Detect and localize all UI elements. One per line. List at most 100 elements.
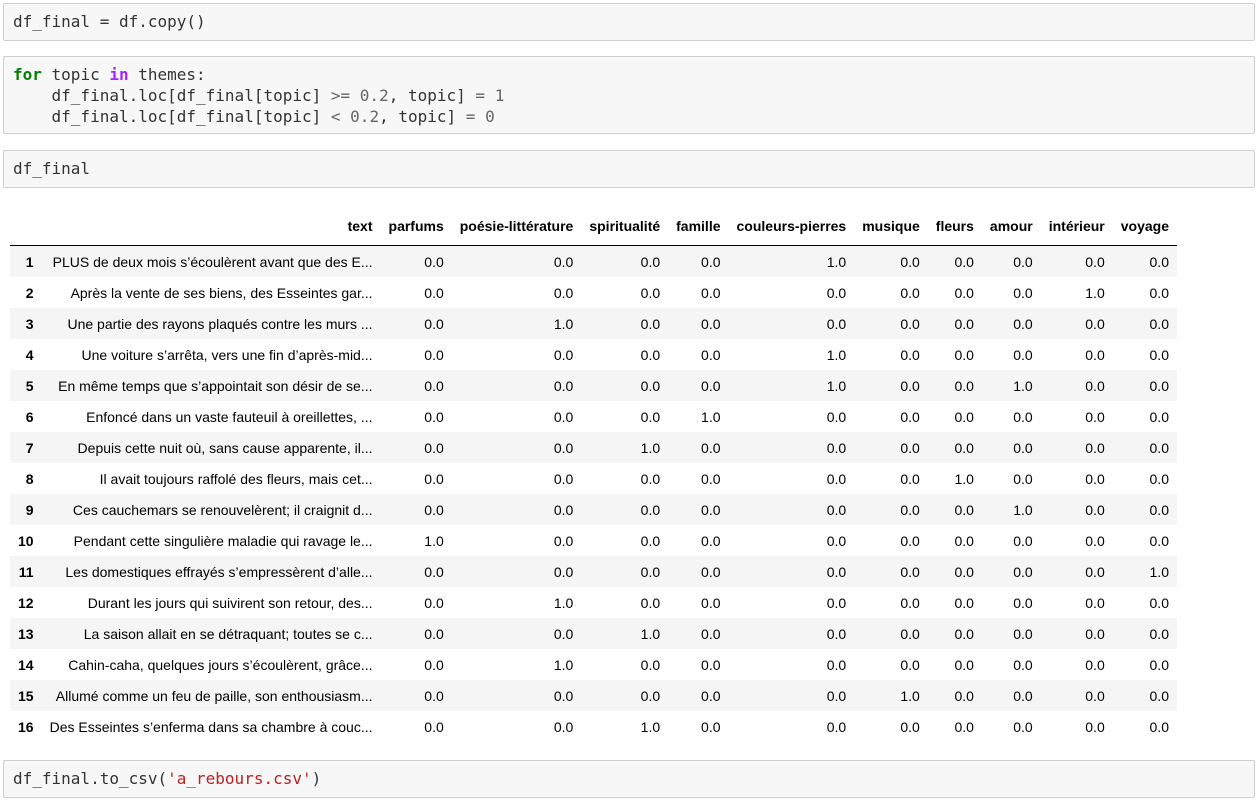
value-cell: 0.0 <box>701 656 721 673</box>
row-index: 10 <box>18 532 34 549</box>
value-cell: 0.0 <box>701 284 721 301</box>
keyword-for: for <box>13 65 42 84</box>
code-cell-loop[interactable]: for topic in themes: df_final.loc[df_fin… <box>3 56 1255 134</box>
value-cell: 0.0 <box>826 625 847 642</box>
code-text: df_final = df.copy() <box>13 12 206 31</box>
operator: = <box>465 107 476 126</box>
value-cell: 0.0 <box>640 563 661 580</box>
value-cell: 0.0 <box>553 563 574 580</box>
value-cell: 0.0 <box>954 377 974 394</box>
row-index: 5 <box>25 377 34 394</box>
value-cell: 0.0 <box>954 253 974 270</box>
value-cell: 0.0 <box>553 625 574 642</box>
row-index: 13 <box>18 625 34 642</box>
value-cell: 1.0 <box>553 656 574 673</box>
text-cell: Depuis cette nuit où, sans cause apparen… <box>77 439 373 456</box>
value-cell: 0.0 <box>1013 718 1033 735</box>
value-cell: 0.0 <box>1085 501 1105 518</box>
value-cell: 0.0 <box>553 532 574 549</box>
text-cell: Ces cauchemars se renouvelèrent; il crai… <box>72 501 373 518</box>
column-header: famille <box>668 206 729 246</box>
value-cell: 0.0 <box>900 563 920 580</box>
value-cell: 0.0 <box>826 687 847 704</box>
value-cell: 0.0 <box>640 532 661 549</box>
code-editor[interactable]: df_final <box>13 158 90 179</box>
value-cell: 0.0 <box>954 315 974 332</box>
code-text: df_final.loc[df_final[topic] <box>13 86 331 105</box>
column-header: intérieur <box>1040 206 1113 246</box>
code-text <box>341 107 351 126</box>
value-cell: 1.0 <box>1085 284 1105 301</box>
table-row: 1 PLUS de deux mois s’écoulèrent avant qu… <box>10 245 1177 277</box>
table-row: 14 Cahin-caha, quelques jours s’écoulèren… <box>10 649 1177 680</box>
code-text: df_final.loc[df_final[topic] <box>13 107 331 126</box>
operator: = <box>475 86 486 105</box>
value-cell: 0.0 <box>954 656 974 673</box>
number-literal: 1 <box>494 86 505 105</box>
value-cell: 0.0 <box>954 687 974 704</box>
table-row: 9 Ces cauchemars se renouvelèrent; il cra… <box>10 494 1177 525</box>
code-text <box>485 86 495 105</box>
table-row: 15 Allumé comme un feu de paille, son ent… <box>10 680 1177 711</box>
code-text <box>350 86 360 105</box>
value-cell: 0.0 <box>1149 687 1169 704</box>
value-cell: 0.0 <box>1085 346 1105 363</box>
code-editor[interactable]: df_final = df.copy() <box>13 11 206 32</box>
value-cell: 0.0 <box>1085 439 1105 456</box>
value-cell: 1.0 <box>701 408 721 425</box>
value-cell: 0.0 <box>954 284 974 301</box>
index-header <box>10 206 42 246</box>
table-row: 6 Enfoncé dans un vaste fauteuil à oreill… <box>10 401 1177 432</box>
value-cell: 0.0 <box>900 346 920 363</box>
value-cell: 0.0 <box>954 594 974 611</box>
code-text: df_final.to_csv( <box>13 769 168 788</box>
value-cell: 0.0 <box>900 377 920 394</box>
value-cell: 1.0 <box>826 253 847 270</box>
code-cell-display[interactable]: df_final <box>3 150 1255 188</box>
value-cell: 0.0 <box>553 501 574 518</box>
value-cell: 0.0 <box>424 625 444 642</box>
value-cell: 0.0 <box>1013 563 1033 580</box>
value-cell: 0.0 <box>1013 284 1033 301</box>
operator: < <box>330 107 341 126</box>
value-cell: 0.0 <box>826 501 847 518</box>
value-cell: 0.0 <box>900 315 920 332</box>
code-editor[interactable]: df_final.to_csv('a_rebours.csv') <box>13 768 321 789</box>
code-text: ) <box>311 769 322 788</box>
code-text <box>475 107 485 126</box>
column-header: musique <box>854 206 928 246</box>
value-cell: 0.0 <box>553 687 574 704</box>
value-cell: 0.0 <box>826 408 847 425</box>
row-index: 9 <box>25 501 34 518</box>
table-body: 1 PLUS de deux mois s’écoulèrent avant qu… <box>10 245 1177 743</box>
code-text: , topic] <box>388 86 476 105</box>
code-cell-copy[interactable]: df_final = df.copy() <box>3 3 1255 41</box>
value-cell: 0.0 <box>553 284 574 301</box>
code-editor[interactable]: for topic in themes: df_final.loc[df_fin… <box>13 64 504 127</box>
value-cell: 1.0 <box>1149 563 1169 580</box>
text-cell: En même temps que s’appointait son désir… <box>58 377 373 394</box>
value-cell: 0.0 <box>1013 253 1033 270</box>
value-cell: 0.0 <box>424 439 444 456</box>
value-cell: 1.0 <box>954 470 974 487</box>
value-cell: 0.0 <box>1085 253 1105 270</box>
row-index: 12 <box>18 594 34 611</box>
text-cell: Des Esseintes s’enferma dans sa chambre … <box>49 718 373 735</box>
column-header: fleurs <box>927 206 982 246</box>
value-cell: 0.0 <box>1149 408 1169 425</box>
code-cell-to-csv[interactable]: df_final.to_csv('a_rebours.csv') <box>3 760 1255 798</box>
value-cell: 0.0 <box>1085 470 1105 487</box>
value-cell: 0.0 <box>424 284 444 301</box>
value-cell: 0.0 <box>900 408 920 425</box>
row-index: 7 <box>25 439 34 456</box>
text-cell: La saison allait en se détraquant; toute… <box>83 625 373 642</box>
value-cell: 0.0 <box>1149 284 1169 301</box>
value-cell: 0.0 <box>826 439 847 456</box>
value-cell: 1.0 <box>826 377 847 394</box>
value-cell: 0.0 <box>640 377 661 394</box>
value-cell: 0.0 <box>424 377 444 394</box>
value-cell: 0.0 <box>1149 377 1169 394</box>
table-row: 3 Une partie des rayons plaqués contre le… <box>10 308 1177 339</box>
value-cell: 0.0 <box>640 470 661 487</box>
keyword-in: in <box>109 65 129 84</box>
